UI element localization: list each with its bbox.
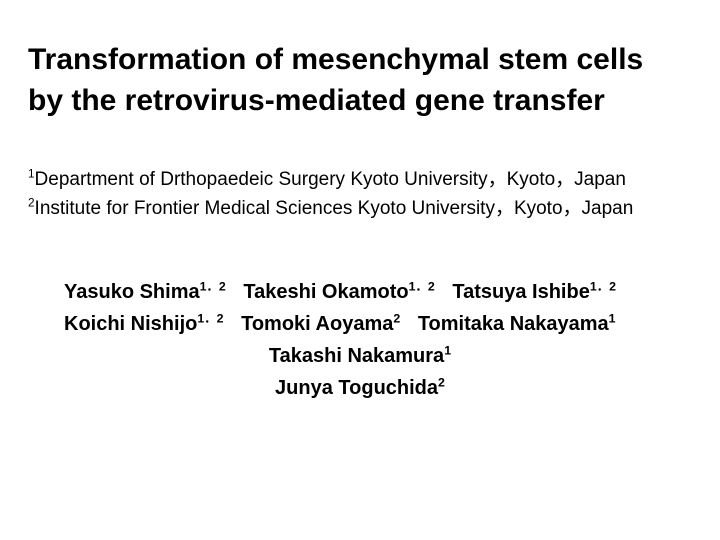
author-line-1: Yasuko Shima1．2 Takeshi Okamoto1．2 Tatsu… xyxy=(64,276,692,308)
author-sup: 1．2 xyxy=(409,279,435,293)
author: Tomoki Aoyama2 xyxy=(241,313,400,335)
author-line-2: Koichi Nishijo1．2 Tomoki Aoyama2 Tomitak… xyxy=(64,308,692,340)
author: Junya Toguchida2 xyxy=(275,377,445,399)
author-name: Tomitaka Nakayama xyxy=(418,313,609,335)
author-line-3: Takashi Nakamura1 xyxy=(28,340,692,372)
author-name: Takashi Nakamura xyxy=(269,345,444,367)
author-name: Tatsuya Ishibe xyxy=(452,281,589,303)
author: Yasuko Shima1．2 xyxy=(64,281,226,303)
author-sup: 1．2 xyxy=(590,279,616,293)
author-sup: 1 xyxy=(444,343,451,357)
author: Takeshi Okamoto1．2 xyxy=(243,281,434,303)
author-sup: 1 xyxy=(609,311,616,325)
affiliation-text: Institute for Frontier Medical Sciences … xyxy=(35,198,634,219)
author-sup: 2 xyxy=(438,375,445,389)
author-name: Junya Toguchida xyxy=(275,377,438,399)
author-sup: 1．2 xyxy=(200,279,226,293)
affiliation-2: 2Institute for Frontier Medical Sciences… xyxy=(28,194,692,223)
author: Takashi Nakamura1 xyxy=(269,345,451,367)
author-sup: 2 xyxy=(393,311,400,325)
author: Tatsuya Ishibe1．2 xyxy=(452,281,616,303)
author-sup: 1．2 xyxy=(197,311,223,325)
authors-block: Yasuko Shima1．2 Takeshi Okamoto1．2 Tatsu… xyxy=(28,276,692,404)
slide-title: Transformation of mesenchymal stem cells… xyxy=(28,40,692,121)
author-line-4: Junya Toguchida2 xyxy=(28,372,692,404)
affiliation-1: 1Department of Drthopaedeic Surgery Kyot… xyxy=(28,165,692,194)
author-name: Koichi Nishijo xyxy=(64,313,197,335)
author: Koichi Nishijo1．2 xyxy=(64,313,224,335)
title-line-1: Transformation of mesenchymal stem cells xyxy=(28,40,692,81)
affiliations-block: 1Department of Drthopaedeic Surgery Kyot… xyxy=(28,165,692,224)
affiliation-text: Department of Drthopaedeic Surgery Kyoto… xyxy=(35,169,626,190)
author: Tomitaka Nakayama1 xyxy=(418,313,616,335)
title-line-2: by the retrovirus-mediated gene transfer xyxy=(28,81,692,122)
author-name: Takeshi Okamoto xyxy=(243,281,408,303)
author-name: Tomoki Aoyama xyxy=(241,313,393,335)
author-name: Yasuko Shima xyxy=(64,281,200,303)
